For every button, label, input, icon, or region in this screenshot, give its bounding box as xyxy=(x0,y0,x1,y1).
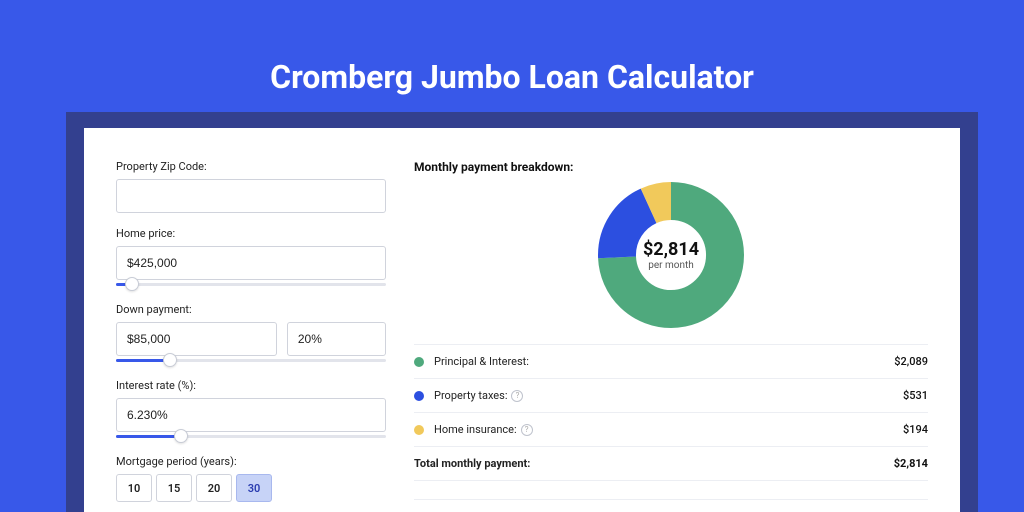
calculator-card: Property Zip Code: Home price: Down paym… xyxy=(84,128,960,512)
period-options: 10152030 xyxy=(116,474,386,502)
info-icon[interactable]: ? xyxy=(521,424,533,436)
legend-label: Principal & Interest: xyxy=(434,355,529,368)
interest-rate-slider[interactable] xyxy=(116,431,386,441)
legend-total: Total monthly payment: $2,814 xyxy=(414,447,928,481)
home-price-input[interactable] xyxy=(116,246,386,280)
period-option-20[interactable]: 20 xyxy=(196,474,232,502)
donut-container: $2,814 per month xyxy=(414,182,928,328)
amortization-heading: Amortization for mortgage loan xyxy=(414,499,928,512)
total-value: $2,814 xyxy=(894,457,928,470)
down-payment-label: Down payment: xyxy=(116,303,386,316)
page-title: Cromberg Jumbo Loan Calculator xyxy=(0,58,1024,96)
zip-input[interactable] xyxy=(116,179,386,213)
legend-label: Home insurance: xyxy=(434,423,517,436)
period-option-15[interactable]: 15 xyxy=(156,474,192,502)
period-option-10[interactable]: 10 xyxy=(116,474,152,502)
home-price-field: Home price: xyxy=(116,227,386,289)
period-field: Mortgage period (years): 10152030 xyxy=(116,455,386,502)
down-payment-field: Down payment: xyxy=(116,303,386,365)
legend-label: Property taxes: xyxy=(434,389,507,402)
donut-sub-label: per month xyxy=(648,260,694,271)
breakdown-heading: Monthly payment breakdown: xyxy=(414,160,928,174)
down-payment-amount-input[interactable] xyxy=(116,322,277,356)
legend-list: Principal & Interest: $2,089 Property taxe… xyxy=(414,344,928,481)
legend-value: $531 xyxy=(903,389,928,402)
payment-donut-chart: $2,814 per month xyxy=(598,182,744,328)
info-icon[interactable]: ? xyxy=(511,390,523,402)
page-background: Cromberg Jumbo Loan Calculator Property … xyxy=(0,0,1024,512)
legend-value: $194 xyxy=(903,423,928,436)
home-price-label: Home price: xyxy=(116,227,386,240)
interest-rate-label: Interest rate (%): xyxy=(116,379,386,392)
form-panel: Property Zip Code: Home price: Down paym… xyxy=(116,160,386,512)
legend-value: $2,089 xyxy=(894,355,928,368)
zip-label: Property Zip Code: xyxy=(116,160,386,173)
home-price-slider[interactable] xyxy=(116,279,386,289)
legend-item: Home insurance:? $194 xyxy=(414,413,928,447)
period-label: Mortgage period (years): xyxy=(116,455,386,468)
legend-item: Property taxes:? $531 xyxy=(414,379,928,413)
legend-color-dot xyxy=(414,391,424,401)
legend-item: Principal & Interest: $2,089 xyxy=(414,345,928,379)
donut-total-value: $2,814 xyxy=(643,239,699,260)
down-payment-percent-input[interactable] xyxy=(287,322,386,356)
donut-center: $2,814 per month xyxy=(598,182,744,328)
legend-color-dot xyxy=(414,425,424,435)
legend-color-dot xyxy=(414,357,424,367)
breakdown-panel: Monthly payment breakdown: $2,814 per mo… xyxy=(414,160,928,512)
total-label: Total monthly payment: xyxy=(414,457,530,470)
interest-rate-field: Interest rate (%): xyxy=(116,379,386,441)
down-payment-slider[interactable] xyxy=(116,355,386,365)
period-option-30[interactable]: 30 xyxy=(236,474,272,502)
interest-rate-input[interactable] xyxy=(116,398,386,432)
zip-field: Property Zip Code: xyxy=(116,160,386,213)
